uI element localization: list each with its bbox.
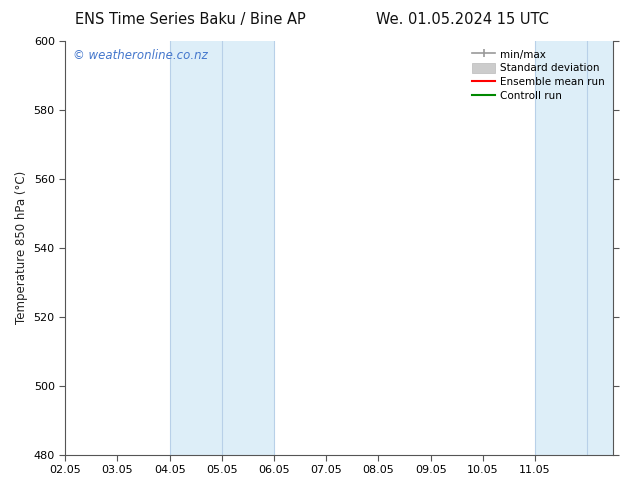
Text: We. 01.05.2024 15 UTC: We. 01.05.2024 15 UTC — [377, 12, 549, 27]
Text: ENS Time Series Baku / Bine AP: ENS Time Series Baku / Bine AP — [75, 12, 306, 27]
Text: © weatheronline.co.nz: © weatheronline.co.nz — [74, 49, 208, 62]
Bar — [535, 41, 634, 455]
Bar — [170, 41, 274, 455]
Legend: min/max, Standard deviation, Ensemble mean run, Controll run: min/max, Standard deviation, Ensemble me… — [469, 46, 608, 104]
Y-axis label: Temperature 850 hPa (°C): Temperature 850 hPa (°C) — [15, 171, 28, 324]
